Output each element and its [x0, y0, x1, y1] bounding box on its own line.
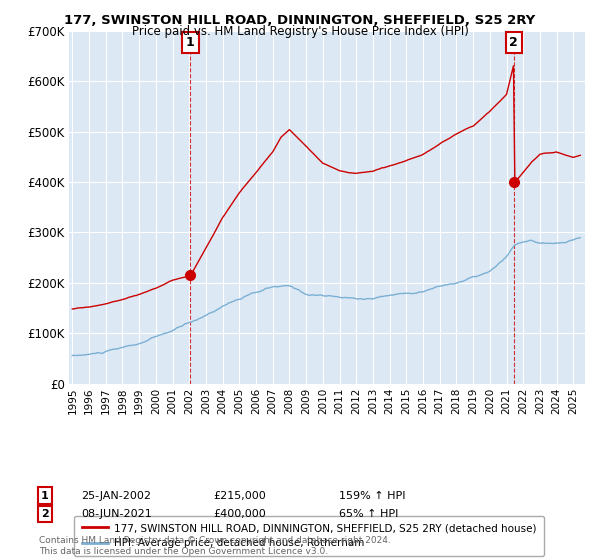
- Text: 2: 2: [509, 36, 518, 49]
- Text: 65% ↑ HPI: 65% ↑ HPI: [339, 509, 398, 519]
- Text: 2: 2: [41, 509, 49, 519]
- Text: Contains HM Land Registry data © Crown copyright and database right 2024.
This d: Contains HM Land Registry data © Crown c…: [39, 536, 391, 556]
- Text: 1: 1: [186, 36, 195, 49]
- Legend: 177, SWINSTON HILL ROAD, DINNINGTON, SHEFFIELD, S25 2RY (detached house), HPI: A: 177, SWINSTON HILL ROAD, DINNINGTON, SHE…: [74, 516, 544, 556]
- Text: 159% ↑ HPI: 159% ↑ HPI: [339, 491, 406, 501]
- Text: 1: 1: [41, 491, 49, 501]
- Text: £215,000: £215,000: [213, 491, 266, 501]
- Text: £400,000: £400,000: [213, 509, 266, 519]
- Text: 25-JAN-2002: 25-JAN-2002: [81, 491, 151, 501]
- Text: 177, SWINSTON HILL ROAD, DINNINGTON, SHEFFIELD, S25 2RY: 177, SWINSTON HILL ROAD, DINNINGTON, SHE…: [64, 14, 536, 27]
- Text: Price paid vs. HM Land Registry's House Price Index (HPI): Price paid vs. HM Land Registry's House …: [131, 25, 469, 38]
- Text: 08-JUN-2021: 08-JUN-2021: [81, 509, 152, 519]
